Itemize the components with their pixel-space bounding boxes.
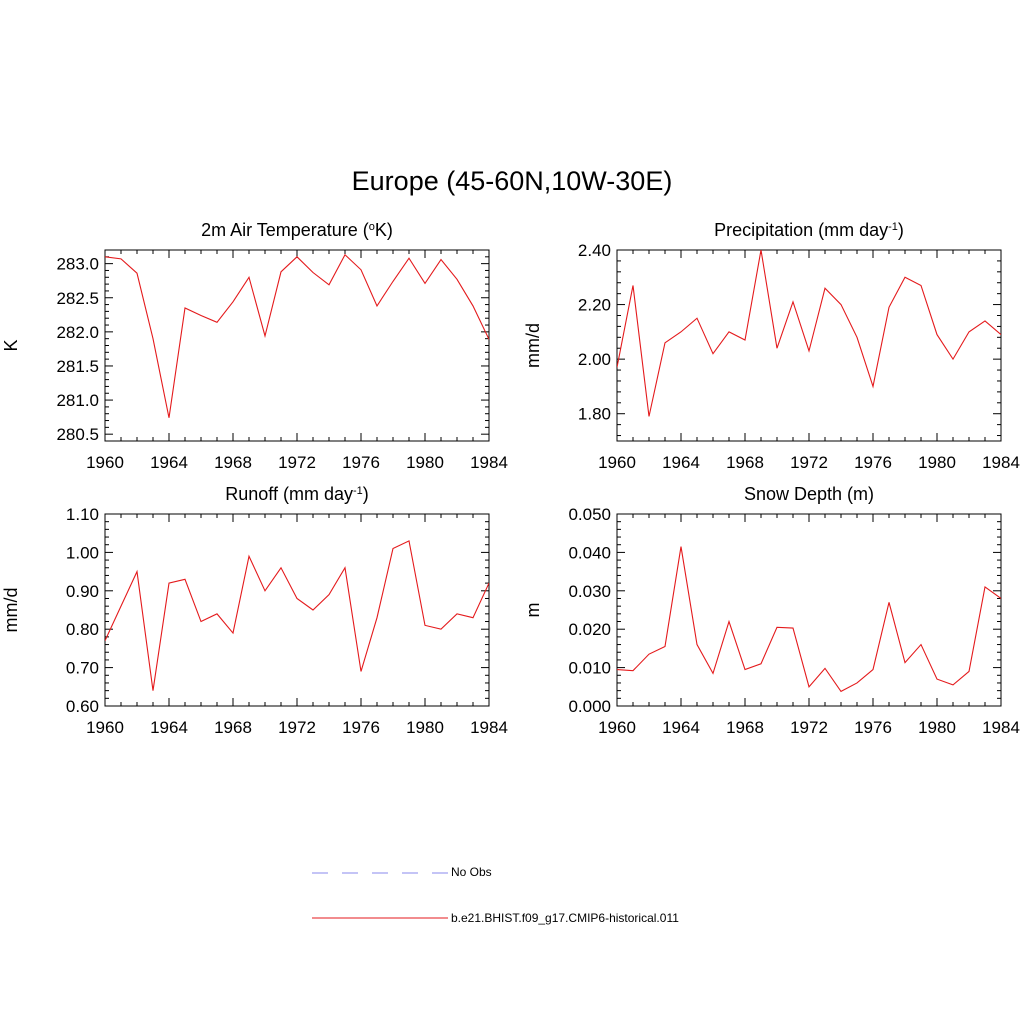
y-tick-label: 2.40 [578,241,611,260]
x-tick-label: 1984 [470,718,508,737]
plot-frame [104,249,490,442]
plot-frame [616,513,1002,707]
plot-frame [104,513,490,707]
panel-title: 2m Air Temperature (oK) [201,220,393,240]
x-tick-label: 1972 [278,453,316,472]
x-tick-label: 1980 [406,453,444,472]
x-tick-label: 1968 [726,718,764,737]
y-tick-label: 281.5 [56,357,99,376]
plot-frame [616,249,1002,442]
chart-panel-3: 1960 1964 1968 1972 1976 1980 1984 0.60 0.70 0.80… [1,484,508,737]
data-series-line [105,253,489,418]
y-tick-label: 0.030 [568,582,611,601]
x-tick-label: 1960 [86,453,124,472]
data-series-line [105,540,489,691]
y-axis-label: mm/d [523,323,543,368]
x-tick-label: 1984 [982,718,1020,737]
x-tick-label: 1964 [662,453,700,472]
y-tick-label: 280.5 [56,425,99,444]
y-tick-label: 0.050 [568,505,611,524]
y-tick-label: 0.000 [568,697,611,716]
y-axis-label: m [523,603,543,618]
x-tick-label: 1976 [342,718,380,737]
x-tick-label: 1980 [918,718,956,737]
y-tick-label: 282.0 [56,323,99,342]
x-tick-label: 1960 [598,718,636,737]
x-tick-label: 1980 [406,718,444,737]
x-tick-label: 1972 [278,718,316,737]
legend-obs-label: No Obs [451,865,492,879]
x-tick-label: 1980 [918,453,956,472]
y-axis-label: mm/d [1,588,21,633]
panel-title: Precipitation (mm day-1) [714,220,904,240]
y-tick-label: 2.00 [578,350,611,369]
x-tick-label: 1960 [598,453,636,472]
x-tick-label: 1984 [470,453,508,472]
x-tick-label: 1960 [86,718,124,737]
y-tick-label: 281.0 [56,391,99,410]
x-tick-label: 1964 [150,453,188,472]
y-tick-label: 0.020 [568,620,611,639]
data-series-line [617,546,1001,693]
x-tick-label: 1972 [790,453,828,472]
chart-panel-1: 1960 1964 1968 1972 1976 1980 1984 280.5 281.0 28… [1,220,508,472]
figure-title: Europe (45-60N,10W-30E) [351,166,673,196]
y-tick-label: 0.60 [66,697,99,716]
panel-title: Runoff (mm day-1) [225,484,369,504]
y-tick-label: 0.90 [66,582,99,601]
y-tick-label: 1.00 [66,543,99,562]
x-tick-label: 1968 [214,453,252,472]
x-tick-label: 1968 [214,718,252,737]
x-tick-label: 1964 [150,718,188,737]
y-tick-label: 282.5 [56,289,99,308]
x-tick-label: 1964 [662,718,700,737]
y-axis-label: K [1,339,21,351]
data-series-line [617,250,1001,417]
x-tick-label: 1976 [854,718,892,737]
y-tick-label: 1.10 [66,505,99,524]
x-tick-label: 1968 [726,453,764,472]
y-tick-label: 0.70 [66,659,99,678]
panel-title: Snow Depth (m) [744,484,874,504]
y-tick-label: 0.040 [568,543,611,562]
x-tick-label: 1976 [854,453,892,472]
y-tick-label: 0.80 [66,620,99,639]
x-tick-label: 1976 [342,453,380,472]
chart-panel-4: 1960 1964 1968 1972 1976 1980 1984 0.000 0.010 0.… [523,484,1020,737]
legend-model-label: b.e21.BHIST.f09_g17.CMIP6-historical.011 [451,911,679,925]
x-tick-label: 1972 [790,718,828,737]
chart-panel-2: 1960 1964 1968 1972 1976 1980 1984 1.80 2.00 2.20… [523,220,1020,472]
y-tick-label: 1.80 [578,405,611,424]
y-tick-label: 2.20 [578,296,611,315]
y-tick-label: 283.0 [56,255,99,274]
y-tick-label: 0.010 [568,659,611,678]
x-tick-label: 1984 [982,453,1020,472]
